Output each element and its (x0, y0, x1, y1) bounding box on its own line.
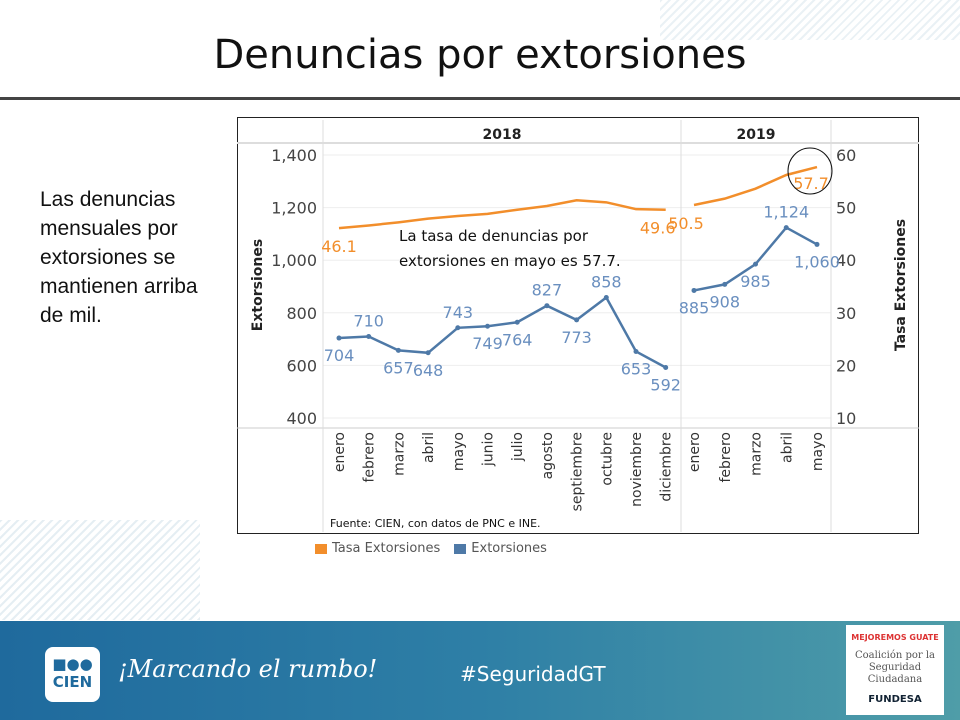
x-tick-label: mayo (451, 432, 467, 471)
year-header: 2019 (737, 127, 776, 143)
data-point (425, 350, 431, 356)
extorsiones-line-2018 (338, 295, 667, 369)
x-tick-label: septiembre (570, 432, 586, 511)
cien-logo: ■●● CIEN (45, 647, 100, 702)
y2-tick-label: 10 (836, 409, 856, 428)
data-label: 657 (383, 358, 414, 377)
data-point (455, 325, 461, 331)
partner-logos: MEJOREMOS GUATE Coalición por la Segurid… (846, 625, 944, 715)
data-label: 827 (532, 281, 563, 300)
slide-title: Denuncias por extorsiones (213, 32, 747, 78)
title-divider (0, 97, 960, 100)
logo-text: CIEN (52, 673, 93, 691)
data-point (663, 365, 669, 371)
data-point (753, 261, 758, 267)
data-label: 1,060 (794, 252, 840, 271)
y-tick-label: 1,000 (271, 251, 317, 270)
y2-tick-label: 50 (836, 199, 856, 218)
data-label: 858 (591, 273, 622, 292)
data-point (336, 335, 342, 341)
data-label: 50.5 (668, 214, 704, 233)
x-tick-label: octubre (599, 432, 615, 486)
legend-label: Extorsiones (471, 541, 547, 556)
partner-top: MEJOREMOS GUATE (851, 633, 939, 642)
data-point (514, 319, 520, 325)
data-point (691, 287, 697, 293)
x-tick-label: abril (779, 432, 795, 463)
footer-band (0, 621, 960, 720)
line-chart: 400 600 800 1,000 1,200 1,400 10 20 30 40 50 60 2018… (237, 117, 919, 534)
legend-item-extorsiones: Extorsiones (454, 541, 547, 556)
x-tick-label: abril (421, 432, 437, 463)
y-tick-label: 400 (286, 409, 317, 428)
data-label: 743 (443, 303, 474, 322)
data-label: 648 (413, 361, 444, 380)
x-tick-label: marzo (391, 432, 407, 476)
x-tick-label: marzo (749, 432, 765, 476)
decorative-stripes (0, 520, 200, 620)
data-point (814, 241, 820, 247)
data-point (783, 225, 789, 231)
y2-tick-label: 40 (836, 251, 856, 270)
data-label: 57.7 (793, 174, 829, 193)
y-tick-label: 800 (286, 304, 317, 323)
data-label: 908 (709, 292, 740, 311)
data-point (633, 348, 639, 354)
year-header: 2018 (483, 127, 522, 143)
legend: Tasa Extorsiones Extorsiones (315, 541, 547, 556)
data-point (366, 333, 372, 339)
y-tick-label: 600 (286, 356, 317, 375)
data-label: 46.1 (321, 237, 357, 256)
x-tick-label: febrero (362, 432, 378, 483)
y-tick-label: 1,200 (271, 199, 317, 218)
y-axis-label: Extorsiones (250, 239, 266, 331)
data-point (722, 281, 728, 287)
data-label: 653 (621, 359, 652, 378)
x-tick-label: agosto (540, 432, 556, 479)
y2-axis-label: Tasa Extorsiones (893, 219, 909, 351)
partner-bottom: FUNDESA (868, 694, 922, 705)
data-point (544, 303, 550, 309)
chart-frame (237, 117, 919, 534)
y2-tick-label: 60 (836, 146, 856, 165)
data-label: 764 (502, 330, 533, 349)
x-tick-label: diciembre (659, 432, 675, 502)
data-label: 749 (472, 334, 503, 353)
x-tick-label: enero (687, 432, 703, 472)
x-tick-label: julio (510, 432, 526, 462)
x-tick-label: junio (481, 432, 497, 467)
highlight-circle (787, 147, 833, 195)
annotation: extorsiones en mayo es 57.7. (399, 252, 621, 270)
data-label: 1,124 (763, 203, 809, 222)
x-tick-label: mayo (810, 432, 826, 471)
data-point (395, 347, 401, 353)
data-label: 592 (650, 376, 681, 395)
data-point (603, 295, 609, 301)
data-label: 49.6 (640, 219, 676, 238)
data-label: 773 (561, 328, 592, 347)
x-tick-label: noviembre (629, 432, 645, 507)
decorative-stripes (660, 0, 960, 40)
source-note: Fuente: CIEN, con datos de PNC e INE. (330, 517, 541, 530)
data-point (574, 317, 580, 323)
data-point (485, 323, 490, 329)
data-label: 704 (324, 346, 355, 365)
x-tick-label: febrero (718, 432, 734, 483)
summary-text: Las denuncias mensuales por extorsiones … (40, 188, 198, 327)
legend-item-tasa: Tasa Extorsiones (315, 541, 440, 556)
y2-tick-label: 30 (836, 304, 856, 323)
data-label: 885 (679, 298, 710, 317)
tasa-line-2019 (693, 165, 818, 207)
tasa-line-2018 (338, 198, 666, 230)
data-label: 710 (353, 311, 384, 330)
data-label: 985 (740, 272, 771, 291)
hashtag: #SeguridadGT (460, 662, 606, 686)
slogan: ¡Marcando el rumbo! (118, 655, 378, 683)
y2-tick-label: 20 (836, 356, 856, 375)
partner-mid: Coalición por la Seguridad Ciudadana (854, 650, 935, 685)
x-tick-label: enero (332, 432, 348, 472)
y-tick-label: 1,400 (271, 146, 317, 165)
legend-label: Tasa Extorsiones (332, 541, 441, 556)
annotation: La tasa de denuncias por (399, 227, 589, 245)
